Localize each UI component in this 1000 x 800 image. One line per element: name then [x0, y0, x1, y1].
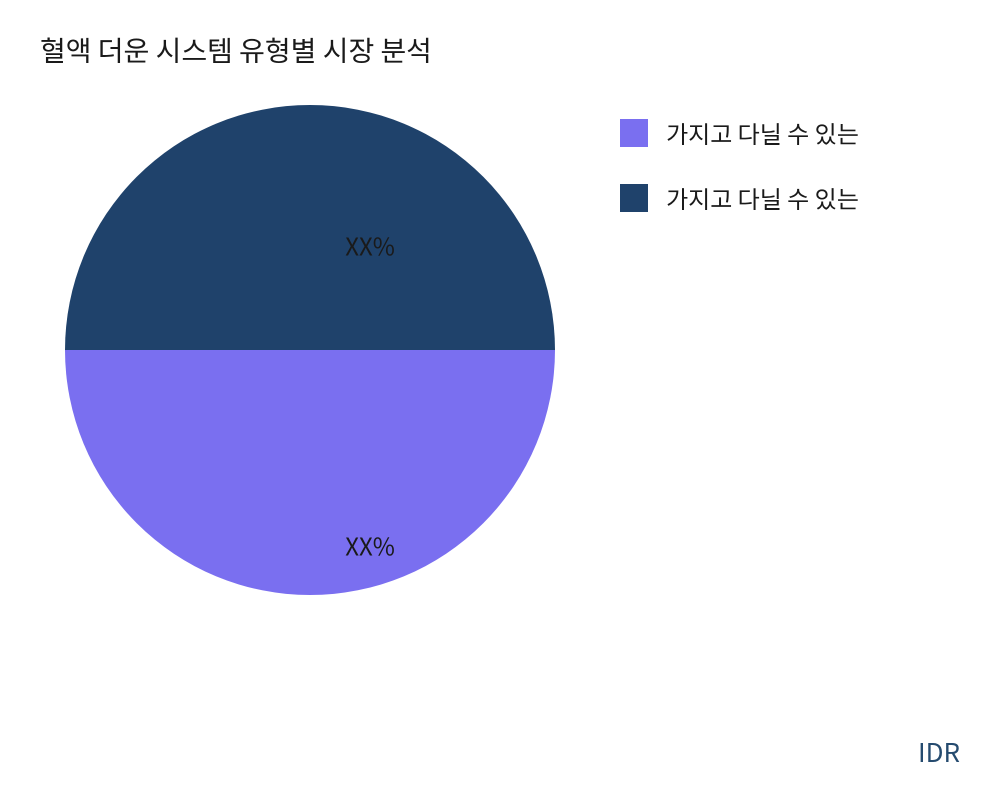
legend-swatch-1: [620, 184, 648, 212]
pie-slice-1: [65, 350, 555, 595]
legend-item-1: 가지고 다닐 수 있는: [620, 180, 859, 215]
legend-swatch-0: [620, 119, 648, 147]
pie-svg: [60, 100, 560, 600]
legend-item-0: 가지고 다닐 수 있는: [620, 115, 859, 150]
legend-label-1: 가지고 다닐 수 있는: [666, 180, 859, 215]
legend: 가지고 다닐 수 있는가지고 다닐 수 있는: [620, 115, 859, 245]
pie-slice-label-0: XX%: [345, 228, 395, 263]
pie-slice-label-1: XX%: [345, 528, 395, 563]
chart-title: 혈액 더운 시스템 유형별 시장 분석: [40, 30, 432, 70]
pie-chart: XX% XX%: [60, 100, 560, 600]
pie-slice-0: [65, 105, 555, 350]
watermark: IDR: [918, 733, 960, 770]
legend-label-0: 가지고 다닐 수 있는: [666, 115, 859, 150]
